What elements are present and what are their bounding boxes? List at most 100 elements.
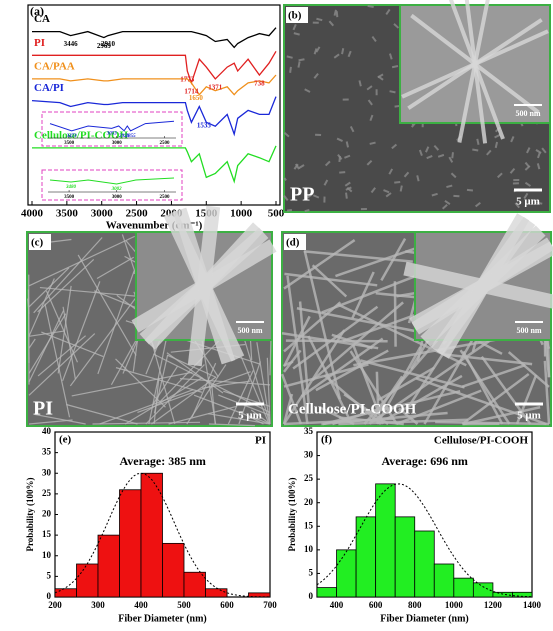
sem-feature	[283, 177, 287, 181]
sem-feature	[536, 201, 543, 205]
sem-feature	[304, 88, 311, 93]
sem-feature	[366, 85, 373, 91]
spectrum-line	[32, 145, 277, 184]
spectrum-line	[32, 74, 277, 96]
bar	[394, 516, 416, 598]
sem-feature	[514, 202, 520, 209]
sem-feature	[71, 371, 193, 397]
y-axis-label: Probability (100%)	[287, 477, 297, 551]
sem-feature	[391, 143, 398, 150]
sem-feature	[250, 409, 271, 425]
sem-feature	[472, 148, 479, 152]
plot-frame	[27, 4, 281, 206]
sem-feature	[311, 301, 404, 382]
x-tick-label: 1000	[230, 208, 253, 220]
inset-peak-label: 3002	[111, 187, 123, 192]
x-tick-label: 500	[268, 208, 285, 220]
sem-feature	[444, 199, 451, 205]
sem-feature	[282, 315, 311, 368]
sem-feature	[353, 336, 509, 367]
y-tick-label: 5	[47, 570, 52, 580]
sem-feature	[433, 144, 440, 151]
inset-tick-label: 3000	[112, 195, 123, 200]
inset-peak-label: 2855	[125, 134, 137, 139]
sem-feature	[179, 378, 271, 386]
sem-feature	[303, 250, 413, 263]
sem-feature	[153, 377, 160, 425]
inset-scale-label: 500 nm	[237, 326, 262, 335]
series-label: PI	[34, 37, 45, 49]
bar	[336, 549, 357, 598]
bar	[414, 530, 435, 598]
y-tick-label: 25	[42, 488, 52, 498]
y-axis-label: Probability (100%)	[25, 477, 35, 551]
sem-feature	[345, 141, 349, 148]
sem-feature	[238, 361, 261, 425]
sem-feature	[284, 272, 378, 287]
y-tick-label: 5	[309, 567, 314, 577]
sem-feature	[369, 114, 374, 122]
sem-feature	[494, 133, 501, 139]
chart-title: Cellulose/PI-COOH	[434, 435, 529, 447]
sem-feature	[393, 281, 397, 347]
sem-feature	[304, 209, 310, 213]
sem-feature	[335, 11, 339, 18]
spectrum-line	[31, 96, 277, 137]
bar	[512, 591, 533, 598]
sem-feature	[312, 194, 320, 199]
sem-feature	[44, 303, 71, 418]
sem-feature	[448, 156, 454, 163]
sem-feature	[282, 329, 346, 425]
x-tick-label: 400	[330, 600, 344, 610]
y-tick-label: 10	[304, 544, 314, 554]
sem-feature	[507, 351, 550, 388]
sem-feature	[461, 373, 530, 425]
bar	[492, 591, 513, 598]
sem-feature	[536, 163, 541, 170]
sem-feature	[336, 137, 343, 142]
y-tick-label: 0	[47, 591, 52, 601]
sem-feature	[28, 310, 65, 383]
sem-feature	[352, 344, 385, 425]
y-tick-label: 30	[304, 450, 314, 460]
sem-feature	[294, 163, 300, 170]
sem-feature	[371, 35, 377, 43]
inset-tick-label: 3500	[64, 195, 75, 200]
sem-feature	[394, 180, 401, 184]
series-label: CA/PI	[34, 82, 64, 94]
sem-feature	[62, 281, 101, 382]
inset-spectrum	[49, 120, 175, 132]
sem-feature	[28, 333, 96, 396]
sem-feature	[266, 357, 271, 425]
x-tick-label: 1200	[484, 600, 503, 610]
y-tick-label: 15	[42, 529, 52, 539]
sem-feature	[380, 238, 407, 282]
x-tick-label: 200	[48, 600, 62, 610]
inset-scale-label: 500 nm	[516, 326, 541, 335]
sem-feature	[298, 164, 305, 170]
sem-feature	[306, 193, 313, 199]
sem-feature	[283, 301, 342, 353]
y-tick-label: 30	[42, 467, 52, 477]
fit-curve	[54, 472, 270, 598]
x-tick-label: 300	[91, 600, 105, 610]
sem-feature	[298, 58, 305, 62]
sem-feature	[99, 389, 194, 425]
scale-label: 5 μm	[516, 196, 540, 208]
sem-feature	[367, 99, 373, 106]
sem-feature	[496, 172, 503, 179]
sem-feature	[524, 165, 531, 171]
bar	[97, 534, 120, 598]
sem-feature	[369, 141, 376, 145]
sem-feature	[347, 50, 352, 58]
sem-feature	[524, 181, 532, 187]
sem-feature	[283, 239, 356, 290]
sem-feature	[283, 131, 290, 138]
sample-label: PP	[290, 184, 314, 206]
bar	[355, 516, 377, 598]
sem-feature	[461, 363, 526, 388]
panel-label: (b)	[288, 10, 302, 22]
sem-feature	[543, 360, 551, 425]
bar	[316, 587, 337, 598]
sem-feature	[315, 349, 389, 392]
